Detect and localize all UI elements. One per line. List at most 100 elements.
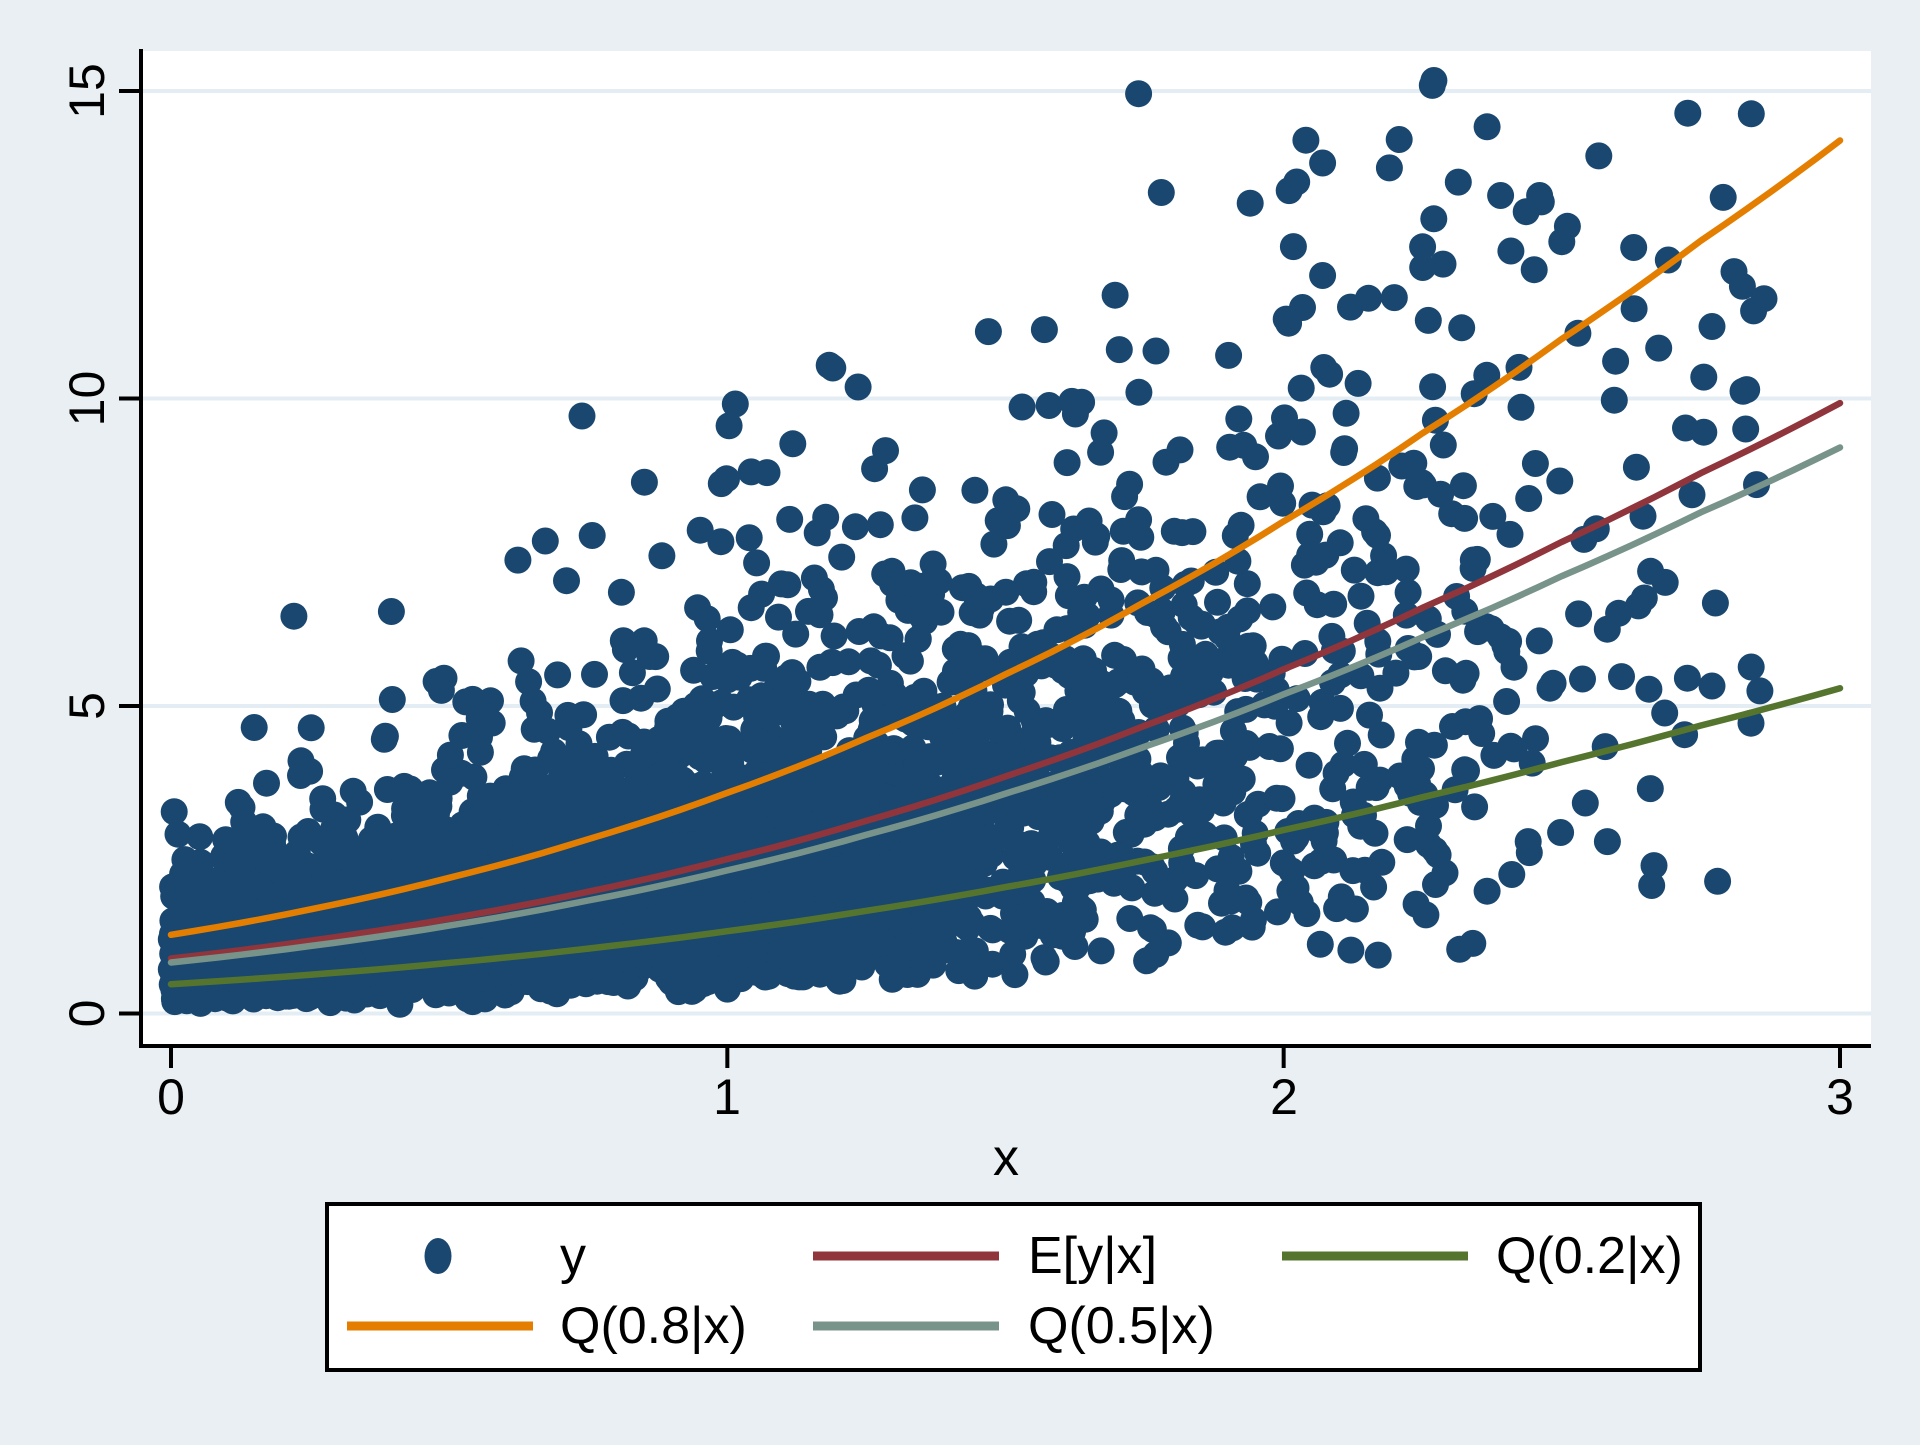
scatter-point xyxy=(992,578,1020,606)
scatter-point xyxy=(357,826,385,853)
scatter-point xyxy=(819,354,847,382)
scatter-point xyxy=(1217,843,1245,871)
scatter-point xyxy=(1498,861,1526,888)
scatter-point xyxy=(974,318,1002,346)
scatter-point xyxy=(1147,179,1175,206)
scatter-point xyxy=(1678,481,1706,509)
scatter-point xyxy=(391,795,419,823)
scatter-point xyxy=(1086,797,1114,825)
scatter-point xyxy=(1276,877,1304,905)
legend-box xyxy=(325,1202,1702,1372)
scatter-point xyxy=(1228,765,1256,793)
scatter-point xyxy=(1141,879,1169,907)
scatter-point xyxy=(1075,662,1103,690)
scatter-point xyxy=(1137,914,1164,942)
scatter-point xyxy=(1394,579,1422,606)
scatter-point xyxy=(284,858,312,886)
scatter-point xyxy=(179,876,207,904)
scatter-point xyxy=(968,594,995,622)
scatter-point xyxy=(1081,528,1109,556)
scatter-point xyxy=(1246,483,1274,511)
scatter-point xyxy=(1698,672,1726,700)
scatter-point xyxy=(1593,828,1621,856)
scatter-point xyxy=(423,799,451,827)
scatter-point xyxy=(1204,588,1231,616)
scatter-point xyxy=(878,965,906,993)
scatter-point xyxy=(1001,670,1029,698)
scatter-point xyxy=(1337,936,1365,964)
scatter-point xyxy=(713,465,740,493)
scatter-point xyxy=(1271,404,1298,432)
scatter-point xyxy=(971,654,999,682)
scatter-point xyxy=(1319,775,1347,803)
scatter-point xyxy=(632,911,660,939)
scatter-point xyxy=(534,717,562,745)
legend-label-y: y xyxy=(560,1227,586,1285)
scatter-point xyxy=(385,896,412,924)
scatter-point xyxy=(1350,750,1378,778)
scatter-point xyxy=(1355,284,1382,312)
scatter-point xyxy=(1347,812,1375,840)
scatter-point xyxy=(1600,386,1628,414)
scatter-point xyxy=(1419,373,1447,401)
scatter-point xyxy=(765,783,793,811)
scatter-point xyxy=(1486,623,1514,651)
scatter-point xyxy=(1189,913,1217,941)
scatter-point xyxy=(490,864,518,892)
scatter-point xyxy=(925,568,953,595)
scatter-point xyxy=(1090,419,1118,447)
scatter-point xyxy=(686,743,714,771)
scatter-point xyxy=(1453,757,1480,785)
scatter-point xyxy=(544,661,572,689)
scatter-point xyxy=(707,528,735,556)
scatter-point xyxy=(1160,517,1188,545)
scatter-point xyxy=(496,779,524,807)
scatter-point xyxy=(636,643,664,670)
scatter-point xyxy=(1296,520,1324,548)
scatter-point xyxy=(1448,314,1476,342)
scatter-point xyxy=(510,755,538,783)
scatter-point xyxy=(894,596,922,624)
curve-q02-line xyxy=(167,684,1844,988)
scatter-point xyxy=(164,820,192,848)
scatter-point xyxy=(1500,653,1528,681)
scatter-point xyxy=(1038,804,1066,832)
scatter-point xyxy=(738,736,766,764)
scatter-point xyxy=(908,476,936,504)
scatter-point xyxy=(876,624,904,652)
scatter-point xyxy=(1131,678,1159,706)
scatter-point xyxy=(1125,80,1153,108)
scatter-point xyxy=(1571,789,1599,817)
scatter-point xyxy=(880,680,908,708)
scatter-point xyxy=(307,874,335,902)
scatter-point xyxy=(716,953,744,981)
scatter-point xyxy=(1209,789,1237,817)
scatter-point xyxy=(1452,659,1480,687)
scatter-point xyxy=(1393,826,1421,854)
scatter-point xyxy=(700,820,728,848)
scatter-point xyxy=(693,605,721,633)
scatter-point xyxy=(1008,393,1036,421)
scatter-point xyxy=(516,912,544,940)
scatter-point xyxy=(1449,472,1477,500)
scatter-point xyxy=(392,968,420,996)
scatter-point xyxy=(498,813,526,841)
scatter-point xyxy=(1400,449,1428,477)
scatter-point xyxy=(820,622,848,650)
scatter-point xyxy=(736,654,764,682)
scatter-point xyxy=(1651,699,1679,727)
tick-marks xyxy=(119,89,1842,1068)
scatter-point xyxy=(823,702,851,730)
scatter-point xyxy=(1622,453,1650,481)
scatter-point xyxy=(811,783,839,811)
scatter-point xyxy=(1645,334,1673,362)
fit-curves xyxy=(167,137,1844,988)
scatter-point xyxy=(1473,877,1501,905)
scatter-point xyxy=(1375,154,1403,182)
scatter-point xyxy=(1415,812,1442,840)
scatter-point xyxy=(727,801,755,829)
scatter-point xyxy=(1497,237,1525,265)
scatter-point xyxy=(1133,947,1161,975)
scatter-point xyxy=(1207,618,1235,646)
scatter-point xyxy=(1635,675,1663,703)
